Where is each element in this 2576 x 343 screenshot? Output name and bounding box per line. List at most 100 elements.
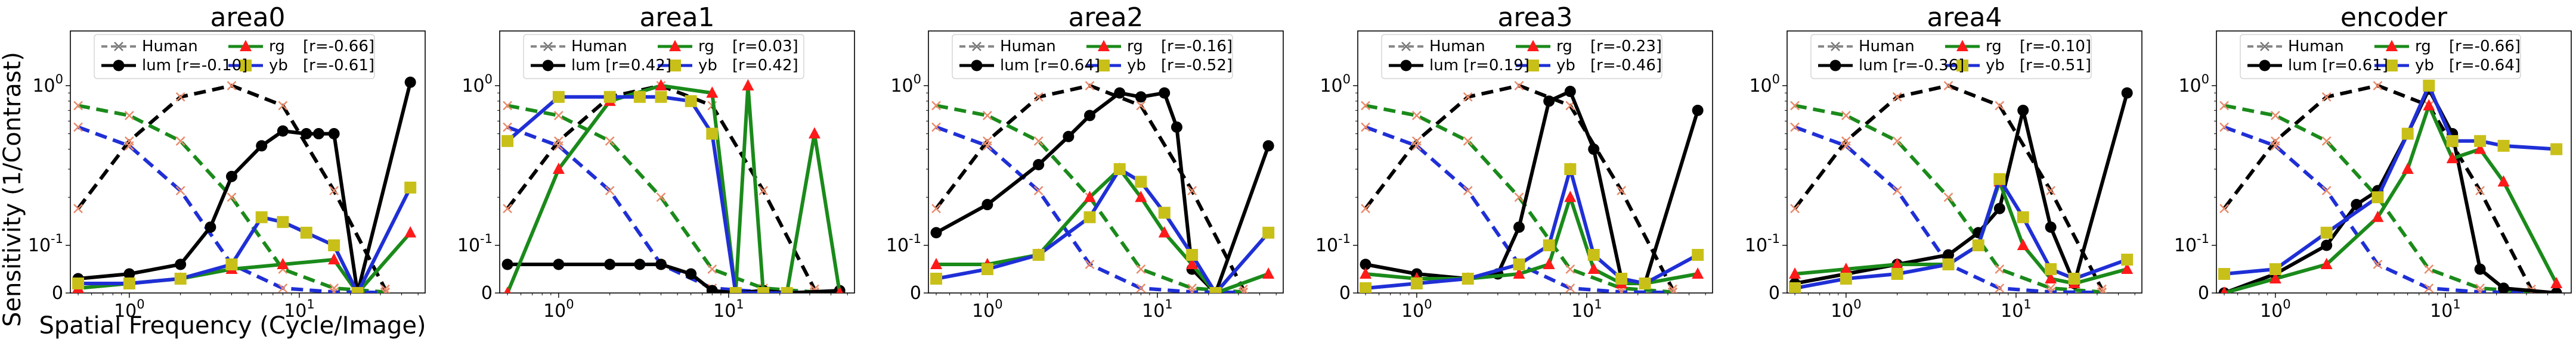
rg-series-point (808, 127, 821, 139)
legend-entry: rg (269, 38, 285, 55)
panel-title: area1 (639, 2, 714, 33)
human-rg-point (1995, 264, 2005, 274)
lum-series-point (2121, 87, 2133, 99)
legend-entry: lum [r=0.42] (571, 57, 671, 74)
legend-entry: Human (1859, 38, 1915, 55)
lum-series-point (1588, 144, 1600, 155)
human-yb-point (1085, 260, 1095, 269)
yb-series-point (2474, 135, 2487, 147)
lum-series-point (634, 258, 646, 270)
yb-series-point (1615, 273, 1628, 285)
lum-series-point (301, 128, 312, 140)
yb-series-point (2045, 263, 2057, 275)
yb-series-point (2121, 254, 2134, 266)
legend-entry: [r=-0.10] (2020, 38, 2091, 55)
yb-series-point (2017, 211, 2029, 223)
yb-series-point (2401, 127, 2414, 140)
yb-series-line (1365, 162, 1699, 290)
yb-series-point (1993, 173, 2006, 185)
legend-rg-marker (1098, 40, 1110, 51)
lum-series-point (553, 258, 565, 270)
rg-series-point (2320, 258, 2333, 269)
legend-rg-marker (669, 40, 681, 51)
human-yb-point (1033, 186, 1044, 196)
rg-series-point (930, 258, 943, 269)
rg-series-point (706, 86, 719, 98)
human-lum-point (1790, 204, 1800, 214)
legend: Human lum [r=0.19] rg [r=-0.23] yb [r=-0.46] (1381, 34, 1662, 79)
yb-series-line (78, 186, 412, 293)
x-tick-label: 100 (2260, 297, 2291, 322)
human-lum-point (329, 186, 339, 196)
lum-series-point (1543, 95, 1555, 107)
legend-entry: lum [r=-0.36] (1859, 57, 1964, 74)
rg-series-point (2497, 175, 2510, 187)
rg-series-point (1360, 267, 1372, 279)
legend-entry: [r=0.42] (732, 57, 798, 74)
yb-series-point (255, 211, 268, 223)
human-yb-point (1361, 122, 1370, 132)
rg-series-point (1840, 263, 1852, 274)
y-tick-label: 0 (2198, 283, 2209, 304)
yb-series-point (930, 273, 943, 285)
human-yb-point (278, 283, 288, 293)
human-lum-point (2321, 92, 2332, 102)
rg-series-point (2045, 272, 2057, 283)
plot-frame (1357, 30, 1713, 294)
legend-entry: [r=-0.52] (1161, 57, 1233, 74)
rg-series-point (1891, 258, 1903, 269)
yb-series-line (1794, 174, 2128, 290)
yb-series-point (1209, 287, 1222, 293)
legend-lum-marker (113, 60, 125, 71)
human-rg-point (982, 111, 992, 120)
rg-series-point (552, 163, 565, 174)
x-tick-label: 101 (2430, 297, 2461, 322)
panel-area1: area1 0 10-1 100 100 101 Human lum [r=0.42] rg [r… (457, 2, 855, 322)
legend-entry: [r=-0.16] (1161, 38, 1233, 55)
yb-series-point (1462, 273, 1474, 285)
lum-series-point (1033, 159, 1045, 171)
yb-series-point (277, 216, 289, 228)
human-lum-point (278, 101, 288, 111)
yb-series-point (757, 287, 770, 293)
panel-title: area2 (1068, 2, 1143, 33)
yb-series-point (2423, 79, 2435, 92)
legend: Human lum [r=-0.36] rg [r=-0.10] yb [r=-0.51] (1810, 34, 2092, 79)
human-yb-point (553, 141, 564, 151)
x-tick-label: 101 (2001, 297, 2032, 322)
plot-frame (499, 30, 855, 294)
lum-series-point (123, 268, 135, 280)
human-lum-point (1187, 186, 1197, 196)
rg-series-point (2423, 99, 2435, 111)
lum-series-point (1993, 202, 2005, 214)
yb-series-point (2550, 143, 2563, 155)
legend-yb-marker (240, 60, 252, 71)
rg-series-point (742, 79, 754, 91)
legend-rg-marker (2386, 40, 2398, 51)
human-yb-point (605, 186, 615, 196)
yb-series-point (1840, 273, 1852, 285)
human-rg-point (1136, 264, 1146, 274)
human-yb-point (2424, 283, 2434, 293)
human-rg-point (1033, 136, 1044, 146)
human-rg-point (227, 192, 237, 202)
yb-series-point (501, 135, 514, 147)
yb-series-point (2446, 135, 2459, 147)
yb-series-point (729, 287, 742, 293)
x-tick-label: 100 (543, 297, 574, 322)
y-tick-label: 0 (481, 283, 493, 304)
human-yb-point (73, 122, 83, 132)
legend-entry: Human (1429, 38, 1485, 55)
human-rg-point (1841, 111, 1851, 120)
human-yb-point (2321, 186, 2332, 196)
yb-series-point (655, 91, 667, 103)
yb-series-point (2218, 268, 2231, 280)
plot-area (501, 79, 846, 293)
lum-series-point (1692, 104, 1704, 116)
rg-series-line (2224, 101, 2558, 293)
legend-entry: yb (1556, 57, 1575, 74)
yb-series-point (2068, 273, 2080, 285)
yb-series-point (706, 127, 719, 140)
y-tick-label: 0 (1339, 283, 1351, 304)
plot-frame (928, 30, 1284, 294)
